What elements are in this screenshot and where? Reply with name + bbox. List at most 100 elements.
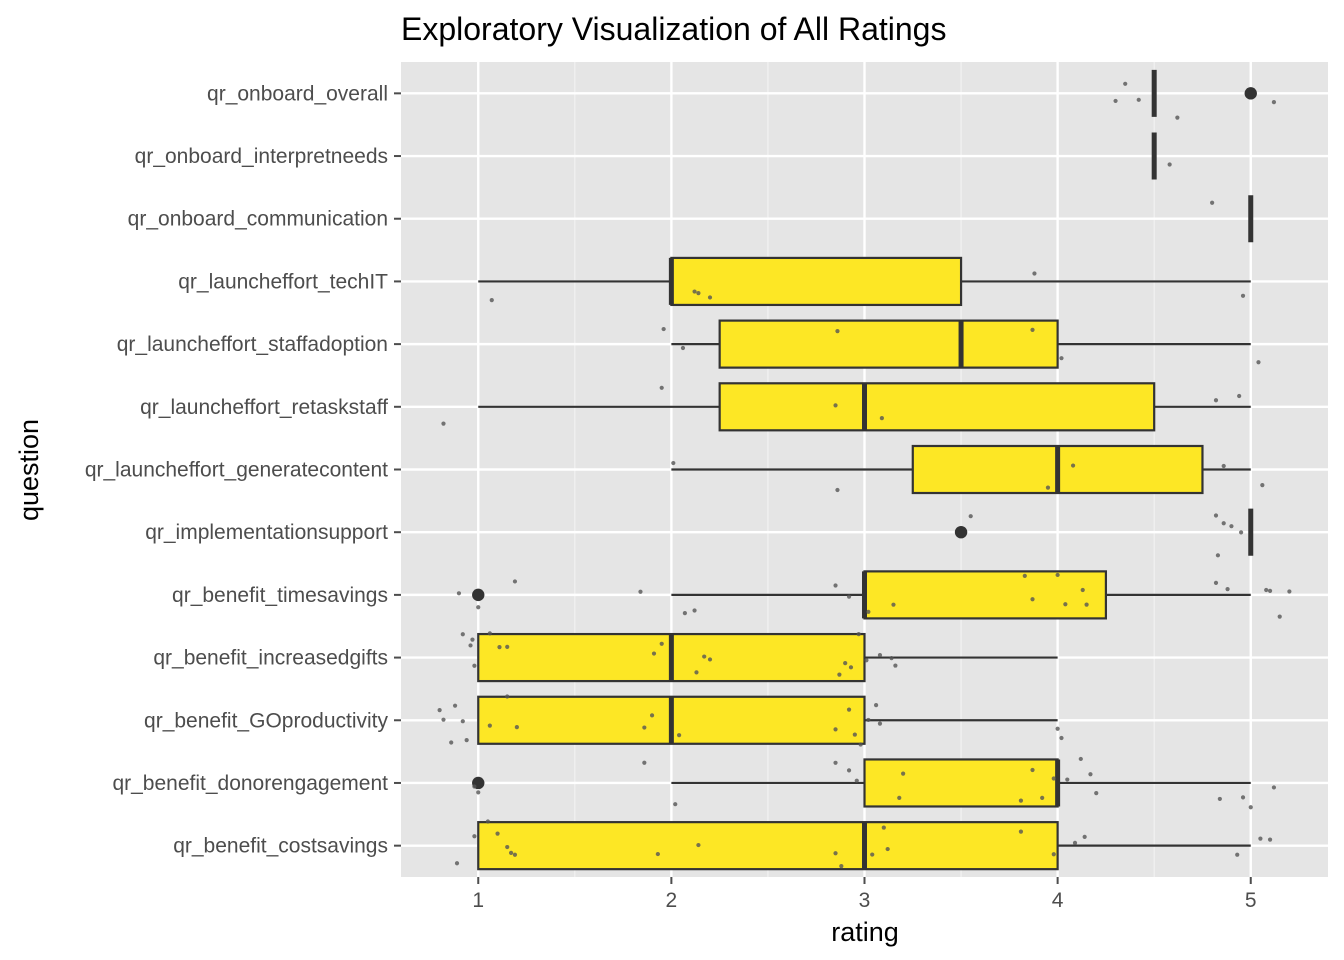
jitter-point [649, 713, 655, 718]
jitter-point [456, 591, 462, 596]
jitter-point [1051, 852, 1056, 857]
jitter-point [885, 846, 890, 852]
jitter-point [1018, 798, 1024, 803]
jitter-point [1225, 587, 1230, 592]
jitter-point [858, 742, 863, 747]
jitter-point [702, 654, 707, 659]
jitter-point [472, 834, 477, 839]
jitter-point [468, 643, 473, 648]
jitter-point [848, 665, 854, 670]
jitter-point [1063, 602, 1068, 607]
jitter-point [472, 784, 477, 789]
jitter-point [1084, 602, 1089, 607]
jitter-point [472, 663, 477, 668]
jitter-point [1238, 530, 1244, 535]
jitter-point [441, 421, 446, 426]
jitter-point [487, 631, 492, 636]
box-qr_implementationsupport [954, 508, 1254, 558]
jitter-point [835, 328, 840, 334]
jitter-point [449, 740, 454, 745]
jitter-point [1258, 836, 1263, 841]
jitter-point [1221, 521, 1226, 526]
jitter-point [877, 652, 883, 658]
jitter-point [1078, 756, 1083, 762]
y-axis: qr_onboard_overall qr_onboard_interpretne… [85, 82, 401, 858]
y-tick-label: qr_benefit_GOproductivity [144, 709, 388, 732]
jitter-point [846, 707, 852, 712]
jitter-point [489, 298, 494, 303]
y-tick-label: qr_onboard_overall [207, 82, 388, 105]
jitter-point [1059, 356, 1064, 361]
jitter-point [1271, 785, 1277, 790]
chart-title: Exploratory Visualization of All Ratings [401, 11, 946, 47]
jitter-point [437, 707, 442, 713]
jitter-point [661, 326, 666, 332]
jitter-point [1040, 795, 1045, 800]
x-tick-label: 2 [666, 889, 678, 912]
jitter-point [651, 651, 657, 656]
jitter-point [879, 416, 884, 421]
jitter-point [476, 605, 481, 610]
y-tick-label: qr_launcheffort_techIT [178, 270, 388, 293]
jitter-point [833, 727, 838, 732]
jitter-point [866, 609, 871, 614]
box-qr_launcheffort_retaskstaff [441, 382, 1251, 432]
jitter-point [1213, 398, 1219, 403]
jitter-point [460, 632, 465, 637]
jitter-point [1248, 805, 1253, 810]
box-iqr [863, 570, 1108, 620]
jitter-point [505, 844, 510, 850]
box-qr_benefit_timesavings [456, 570, 1292, 620]
jitter-point [671, 460, 676, 466]
jitter-point [464, 738, 469, 743]
jitter-point [839, 864, 844, 869]
jitter-point [846, 768, 852, 773]
jitter-point [1229, 524, 1234, 529]
jitter-point [673, 802, 678, 807]
jitter-point [452, 703, 458, 708]
jitter-point [1287, 589, 1292, 594]
jitter-point [1215, 553, 1221, 558]
y-axis-title: question [14, 419, 44, 521]
jitter-point [1032, 271, 1037, 276]
jitter-point [835, 487, 840, 493]
x-tick-label: 1 [472, 889, 484, 912]
jitter-point [1167, 162, 1172, 167]
jitter-point [846, 594, 852, 599]
jitter-point [692, 289, 697, 294]
jitter-point [642, 725, 647, 730]
jitter-point [659, 385, 664, 390]
jitter-point [901, 771, 906, 776]
jitter-point [843, 661, 848, 666]
jitter-point [512, 852, 518, 857]
box-qr_onboard_overall [1113, 69, 1277, 120]
jitter-point [470, 637, 475, 642]
jitter-point [655, 851, 660, 857]
y-tick-label: qr_onboard_communication [128, 208, 388, 231]
jitter-point [505, 694, 510, 699]
outlier-point [1244, 87, 1257, 100]
y-tick-label: qr_launcheffort_generatecontent [85, 459, 388, 482]
jitter-point [854, 778, 859, 783]
jitter-point [1240, 293, 1246, 298]
jitter-point [707, 657, 713, 662]
jitter-point [692, 608, 697, 613]
jitter-point [1237, 393, 1242, 399]
jitter-point [1213, 580, 1219, 585]
jitter-point [680, 345, 686, 351]
jitter-point [889, 656, 894, 661]
jitter-point [694, 670, 699, 675]
outlier-point [954, 525, 968, 539]
jitter-point [485, 819, 491, 824]
box-qr_benefit_costsavings [454, 819, 1273, 871]
jitter-point [638, 589, 643, 594]
jitter-point [1210, 200, 1215, 205]
jitter-point [505, 644, 510, 649]
box-qr_onboard_communication [1210, 195, 1254, 243]
jitter-point [1055, 572, 1060, 578]
x-axis: 1 2 3 4 5 [472, 877, 1257, 912]
jitter-point [1088, 772, 1093, 777]
box-qr_onboard_interpretneeds [1151, 132, 1172, 180]
jitter-point [1264, 587, 1269, 593]
jitter-point [1217, 796, 1222, 802]
